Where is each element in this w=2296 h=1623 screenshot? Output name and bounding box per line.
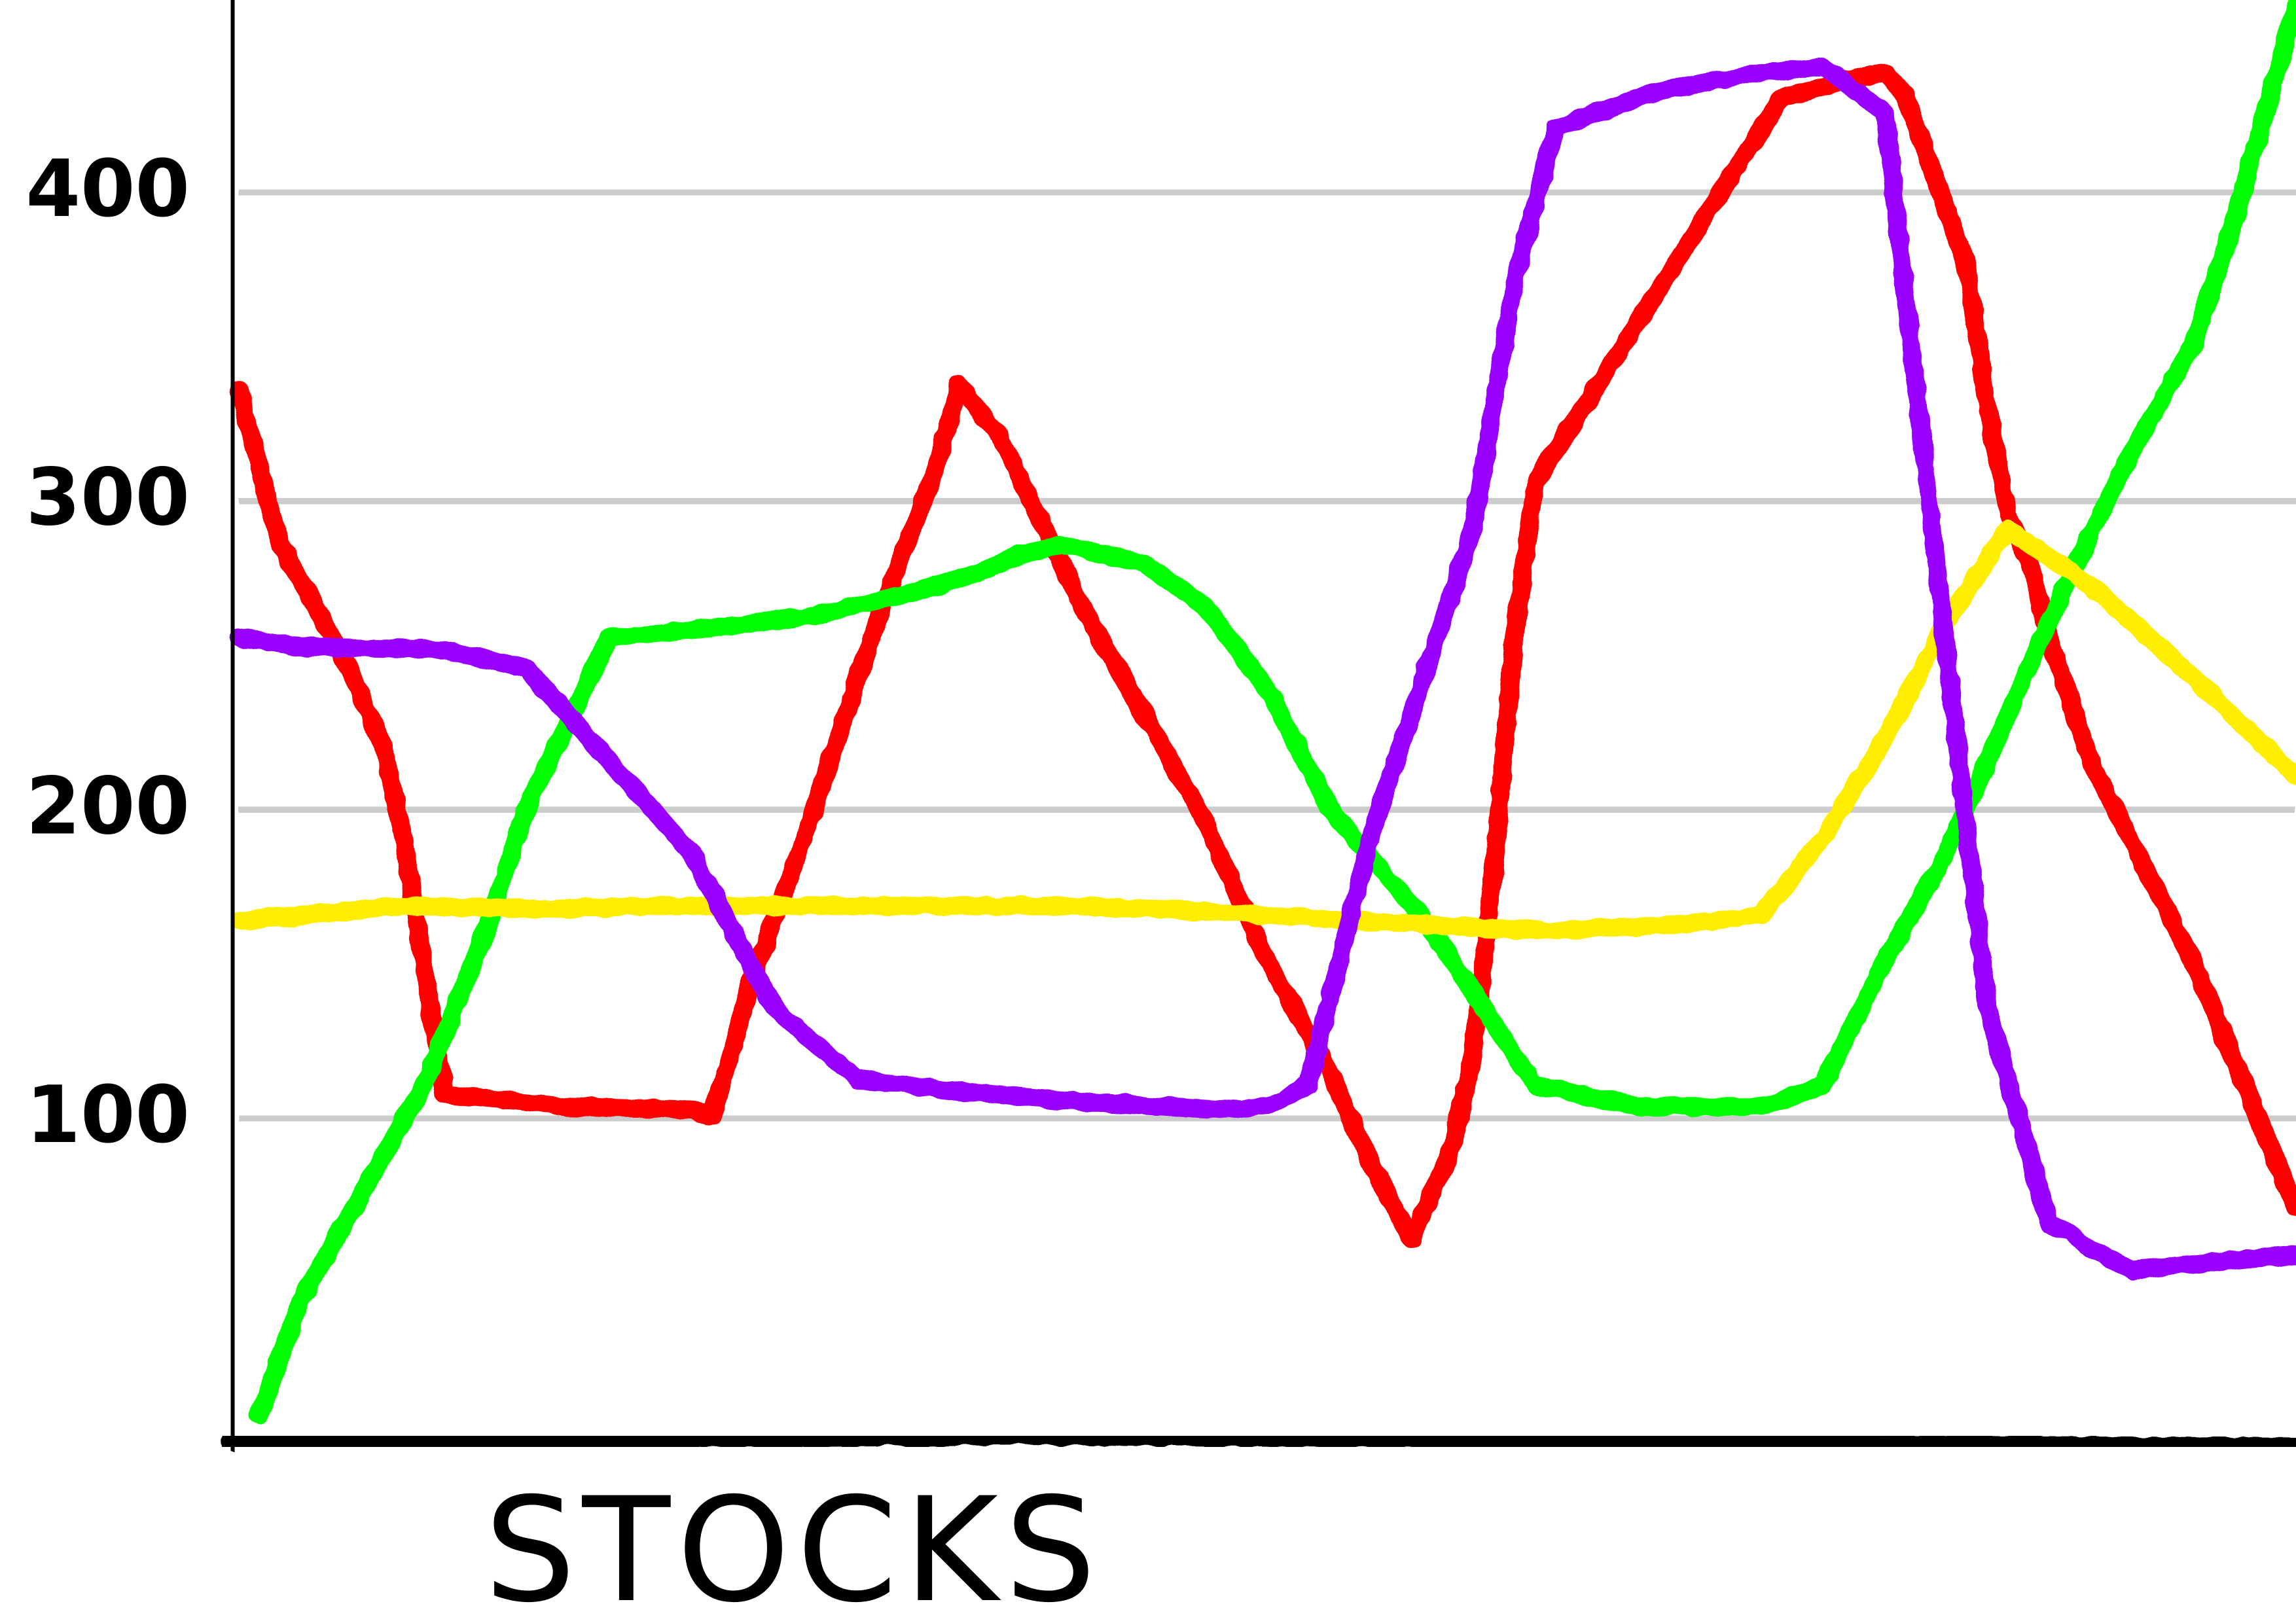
axes [221, 0, 2296, 1455]
x-axis-line [221, 1427, 2296, 1455]
y-tick-labels: 100 200 300 400 [26, 144, 190, 1161]
gridlines [238, 180, 2296, 1131]
y-tick-label-300: 300 [26, 453, 190, 544]
gridline-300 [238, 488, 2296, 514]
x-axis-label: STOCKS [484, 1467, 1103, 1623]
series-line-1 [230, 63, 2296, 1249]
series-line-2 [250, 0, 2296, 1425]
series-line-3 [230, 520, 2296, 940]
series-line-4 [230, 57, 2296, 1279]
y-tick-label-200: 200 [26, 761, 190, 852]
y-axis-line [222, 0, 243, 1452]
gridline-200 [238, 797, 2296, 823]
y-tick-label-100: 100 [26, 1070, 190, 1161]
y-tick-label-400: 400 [26, 144, 190, 235]
gridline-400 [238, 180, 2296, 205]
gridline-100 [238, 1106, 2296, 1131]
data-series [230, 0, 2296, 1425]
